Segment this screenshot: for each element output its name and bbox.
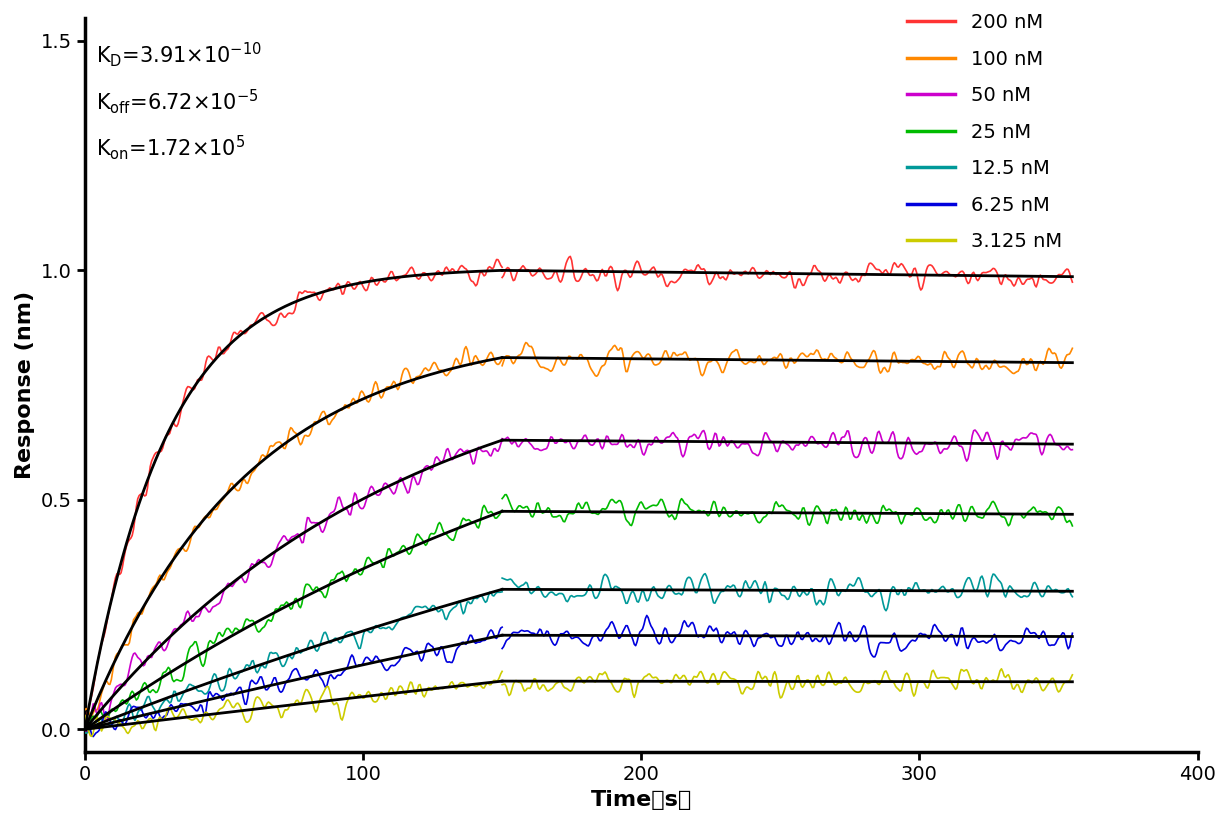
Y-axis label: Response (nm): Response (nm) [15, 291, 34, 479]
X-axis label: Time（s）: Time（s） [591, 790, 692, 810]
Legend: 200 nM, 100 nM, 50 nM, 25 nM, 12.5 nM, 6.25 nM, 3.125 nM: 200 nM, 100 nM, 50 nM, 25 nM, 12.5 nM, 6… [907, 13, 1062, 251]
Text: $\rm K_D$=3.91×10$^{-10}$
$\rm K_{off}$=6.72×10$^{-5}$
$\rm K_{on}$=1.72×10$^{5}: $\rm K_D$=3.91×10$^{-10}$ $\rm K_{off}$=… [96, 40, 262, 163]
